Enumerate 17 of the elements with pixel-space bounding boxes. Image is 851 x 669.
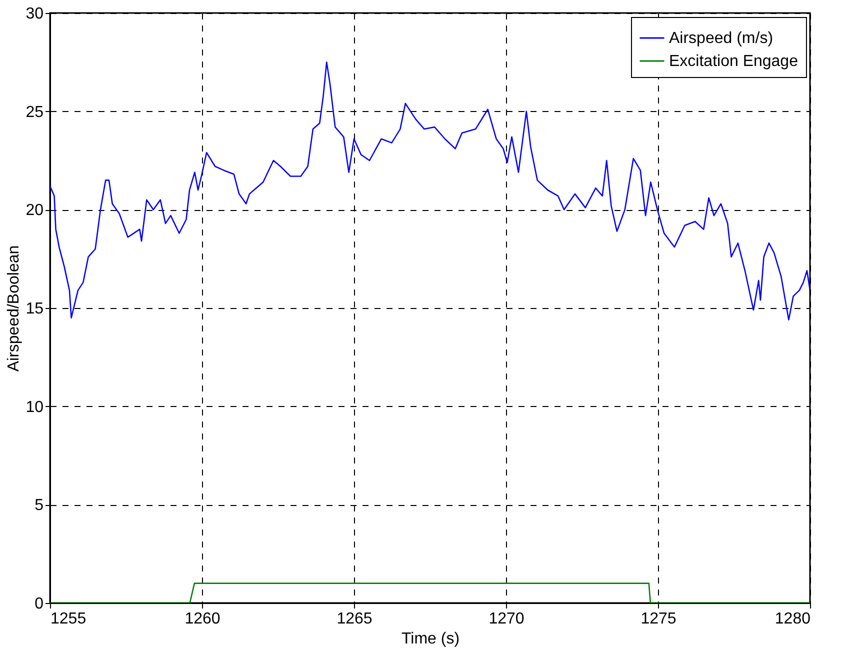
legend-label: Airspeed (m/s) (669, 30, 774, 47)
y-tick-label: 20 (26, 202, 44, 220)
y-tick-label: 5 (34, 497, 44, 514)
x-tick-label: 1255 (50, 610, 86, 628)
x-tick-label: 1275 (640, 610, 676, 628)
y-tick-label: 25 (26, 104, 44, 121)
x-tick-label: 1265 (336, 610, 372, 628)
y-tick-label: 30 (26, 6, 44, 22)
y-axis-title: Airspeed/Boolean (6, 245, 23, 372)
x-tick-label: 1270 (488, 610, 524, 628)
y-tick-label: 10 (26, 398, 44, 416)
x-axis-title: Time (s) (401, 630, 460, 648)
x-tick-label: 1260 (184, 610, 220, 628)
legend-label: Excitation Engage (669, 53, 798, 70)
y-tick-label: 15 (26, 300, 44, 318)
x-tick-label: 1280 (774, 610, 811, 628)
y-tick-label: 0 (34, 596, 44, 612)
